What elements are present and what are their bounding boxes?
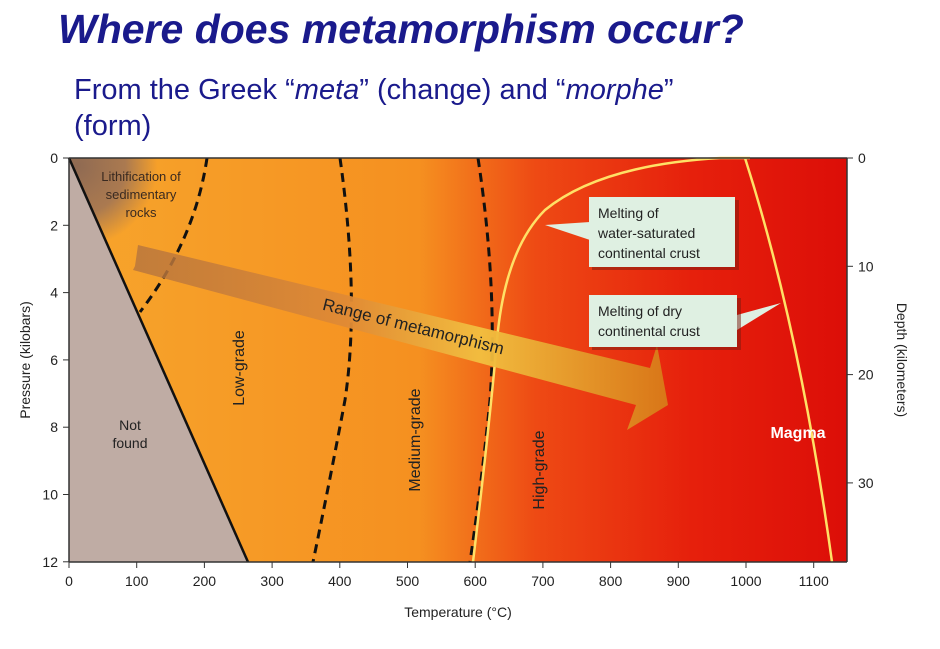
magma-label: Magma <box>770 425 825 442</box>
y-right-tick-label: 20 <box>858 367 874 383</box>
callout-text: Melting of dry <box>598 303 682 319</box>
y-right-tick-label: 0 <box>858 150 866 166</box>
callout-text: water-saturated <box>597 225 695 241</box>
y-left-tick-label: 12 <box>42 554 58 570</box>
subtitle-text: From the Greek “ <box>74 74 295 106</box>
medium-grade-label: Medium-grade <box>407 388 424 491</box>
lithification-label: Lithification of <box>101 169 181 184</box>
y-left-tick-label: 4 <box>50 285 58 301</box>
lithification-label: sedimentary <box>106 187 177 202</box>
x-tick-label: 900 <box>667 573 691 589</box>
subtitle-morphe: morphe <box>565 74 664 106</box>
lithification-label: rocks <box>125 205 157 220</box>
y-left-tick-label: 0 <box>50 150 58 166</box>
subtitle-text: (form) <box>74 110 152 142</box>
x-tick-label: 700 <box>531 573 555 589</box>
callout-text: Melting of <box>598 205 659 221</box>
lithification-boundary <box>138 157 209 313</box>
y-left-tick-label: 6 <box>50 352 58 368</box>
medium-high-boundary <box>468 157 494 563</box>
not-found-boundary <box>67 157 250 563</box>
wet-melting-curve <box>471 156 750 563</box>
x-tick-label: 800 <box>599 573 623 589</box>
x-tick-label: 400 <box>328 573 352 589</box>
x-tick-label: 1100 <box>799 573 829 589</box>
y-right-tick-label: 10 <box>858 258 874 274</box>
callout-text: continental crust <box>598 245 700 261</box>
low-medium-boundary <box>311 157 353 563</box>
lithification-region <box>69 158 230 320</box>
callout-text: continental crust <box>598 323 700 339</box>
dry-melting-callout: Melting of dry continental crust <box>589 295 781 350</box>
y-axis-left-label: Pressure (kilobars) <box>17 301 33 418</box>
high-grade-label: High-grade <box>531 430 548 509</box>
subtitle-text: ” <box>663 74 674 106</box>
range-arrow <box>133 245 668 430</box>
slide-subtitle: From the Greek “meta” (change) and “morp… <box>74 72 834 144</box>
slide-title: Where does metamorphism occur? <box>58 6 744 52</box>
y-axis-right-label: Depth (kilometers) <box>894 303 910 417</box>
not-found-label: found <box>112 435 147 451</box>
y-left-tick-label: 8 <box>50 419 58 435</box>
subtitle-meta: meta <box>294 74 360 106</box>
x-tick-label: 200 <box>193 573 217 589</box>
x-tick-label: 100 <box>125 573 149 589</box>
dry-melting-curve <box>743 157 834 563</box>
low-grade-label: Low-grade <box>231 330 248 406</box>
y-left-tick-label: 2 <box>50 217 58 233</box>
not-found-label: Not <box>119 417 141 433</box>
y-left-tick-label: 10 <box>42 487 58 503</box>
x-axis-label: Temperature (°C) <box>404 604 512 620</box>
x-tick-label: 0 <box>65 573 73 589</box>
x-tick-label: 1000 <box>730 573 761 589</box>
wet-melting-callout: Melting of water-saturated continental c… <box>545 197 739 270</box>
subtitle-text: ” (change) and “ <box>359 74 566 106</box>
x-tick-label: 600 <box>464 573 488 589</box>
x-tick-label: 500 <box>396 573 420 589</box>
x-tick-label: 300 <box>260 573 284 589</box>
y-right-tick-label: 30 <box>858 475 874 491</box>
